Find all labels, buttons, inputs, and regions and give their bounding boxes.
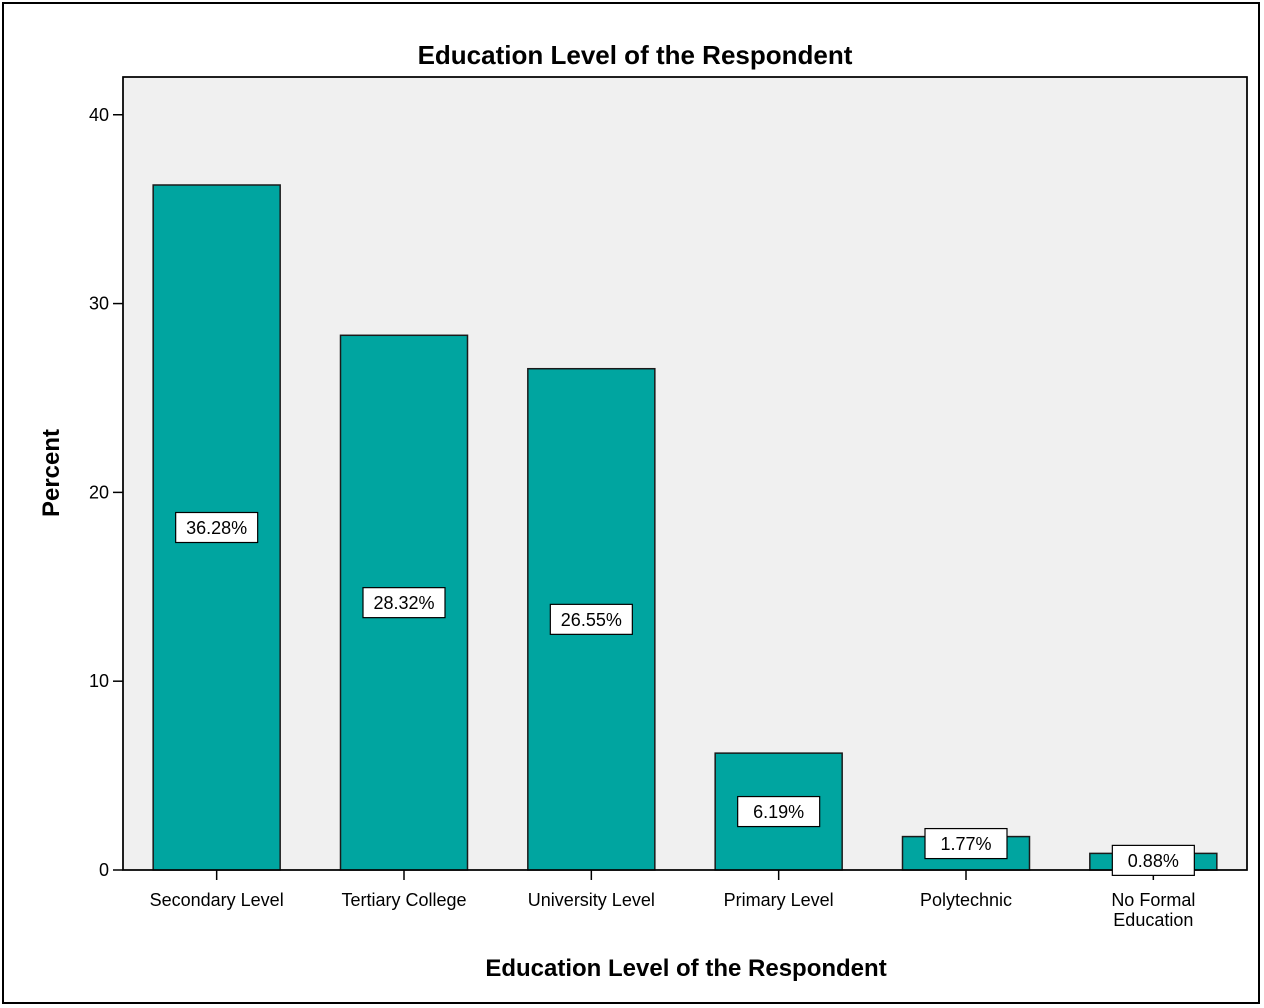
x-tick-label: Tertiary College	[341, 890, 466, 910]
data-label: 26.55%	[561, 610, 622, 630]
x-tick-label: Secondary Level	[150, 890, 284, 910]
data-label-box	[362, 587, 446, 619]
data-label: 36.28%	[186, 518, 247, 538]
y-tick-label: 30	[89, 294, 109, 314]
x-tick-label: University Level	[528, 890, 655, 910]
y-tick-label: 0	[99, 860, 109, 880]
x-tick-label: Education	[1113, 910, 1193, 930]
data-label-box	[737, 795, 821, 828]
data-label: 6.19%	[753, 802, 804, 822]
data-label-box	[924, 827, 1008, 860]
plot-area	[122, 76, 1248, 871]
y-axis: 0 10 20 30 40	[89, 105, 123, 880]
x-tick-label: No Formal	[1111, 890, 1195, 910]
data-label: 28.32%	[373, 593, 434, 613]
x-tick-label: Polytechnic	[920, 890, 1012, 910]
plot-border	[122, 76, 1248, 871]
data-label: 1.77%	[940, 834, 991, 854]
y-axis-title: Percent	[38, 429, 65, 517]
data-label: 0.88%	[1128, 851, 1179, 871]
data-label-box	[549, 603, 633, 635]
y-tick-label: 40	[89, 105, 109, 125]
x-axis-title: Education Level of the Respondent	[485, 955, 886, 982]
x-axis: Secondary Level Tertiary College Universit…	[150, 870, 1195, 930]
data-labels: 36.28% 28.32% 26.55% 6.19% 1.77% 0.88%	[175, 511, 1195, 876]
x-tick-label: Primary Level	[724, 890, 834, 910]
y-tick-label: 10	[89, 671, 109, 691]
chart-title: Education Level of the Respondent	[418, 40, 853, 70]
data-label-box	[175, 511, 259, 544]
y-tick-label: 20	[89, 482, 109, 502]
data-label-box	[1111, 844, 1195, 876]
